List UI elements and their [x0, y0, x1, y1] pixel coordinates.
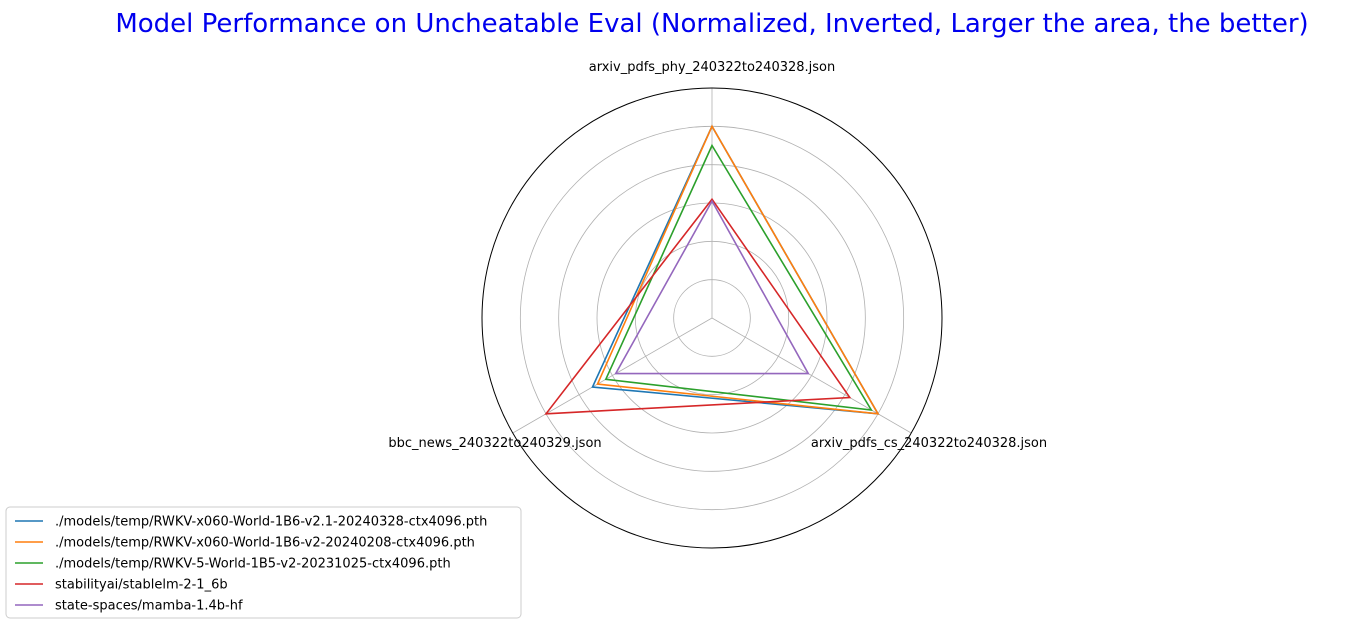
axis-label: arxiv_pdfs_phy_240322to240328.json — [589, 60, 836, 75]
legend: ./models/temp/RWKV-x060-World-1B6-v2.1-2… — [5, 506, 522, 619]
chart-title: Model Performance on Uncheatable Eval (N… — [115, 9, 1308, 39]
legend-frame — [5, 506, 522, 619]
legend-label: stabilityai/stablelm-2-1_6b — [55, 578, 228, 593]
legend-label: ./models/temp/RWKV-x060-World-1B6-v2.1-2… — [55, 515, 487, 530]
legend-label: state-spaces/mamba-1.4b-hf — [55, 599, 243, 614]
outer-frame — [481, 87, 943, 549]
series-line — [596, 124, 880, 415]
axis-label: arxiv_pdfs_cs_240322to240328.json — [811, 436, 1047, 451]
series-line — [544, 197, 852, 415]
axis-labels: arxiv_pdfs_phy_240322to240328.json arxiv_… — [388, 60, 1047, 451]
legend-items: ./models/temp/RWKV-x060-World-1B6-v2.1-2… — [15, 515, 487, 614]
series-line — [591, 124, 880, 415]
grid-spoke — [711, 317, 912, 434]
legend-label: ./models/temp/RWKV-x060-World-1B6-v2-202… — [55, 536, 475, 551]
grid-spoke — [512, 317, 713, 434]
radar-grid — [481, 87, 943, 549]
series-lines — [544, 124, 880, 415]
axis-label: bbc_news_240322to240329.json — [388, 436, 601, 451]
series-line — [614, 199, 810, 375]
series-line — [604, 143, 873, 411]
legend-label: ./models/temp/RWKV-5-World-1B5-v2-202310… — [55, 557, 451, 572]
